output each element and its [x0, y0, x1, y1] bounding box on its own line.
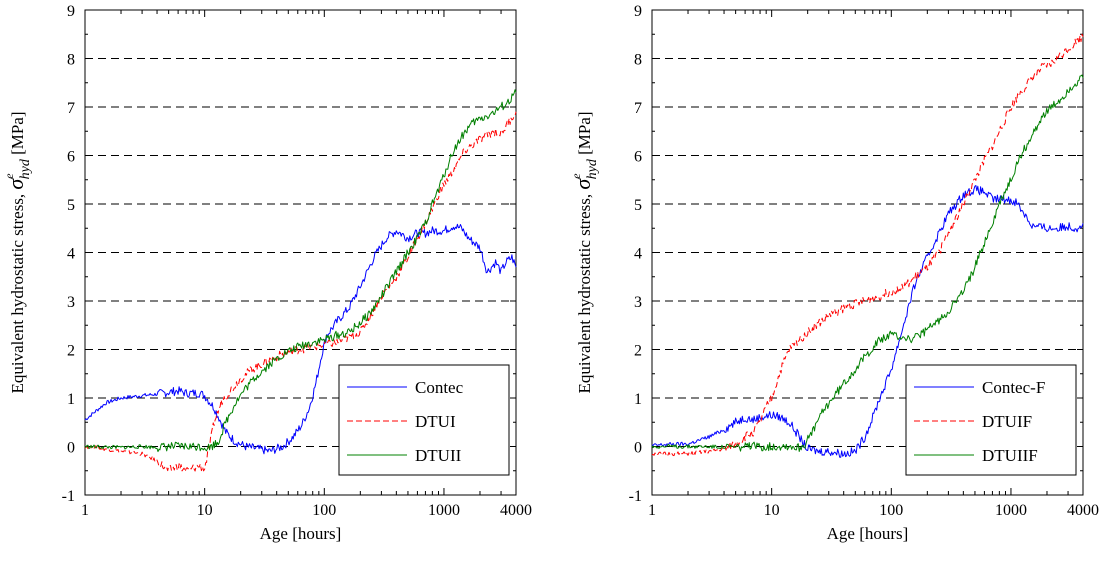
x-tick-label: 100: [312, 502, 336, 519]
chart-panel-1: -1 0 1 2 3 4 5 6 7 8 9 1 10 100 1000 4000 Age [hours] Equ…: [2, 3, 532, 543]
y-tick-label: 8: [634, 52, 642, 69]
y-axis-title: Equivalent hydrostatic stress, σe hyd [MP…: [2, 111, 33, 393]
y-axis-title-symbol: σ: [3, 178, 28, 190]
series-line-dtuii: [84, 89, 517, 453]
legend: Contec DTUI DTUII: [338, 364, 510, 476]
y-tick-label: -1: [629, 488, 642, 505]
y-tick-label: 7: [67, 100, 75, 117]
x-tick-label: 4000: [1067, 502, 1099, 519]
chart-panel-2: -1 0 1 2 3 4 5 6 7 8 9 1 10 100 1000 4000 Age [hours] Equ…: [569, 3, 1099, 543]
y-axis-title-unit: [MPa]: [8, 111, 27, 159]
y-tick-label: 0: [634, 440, 642, 457]
y-tick-label: 3: [634, 294, 642, 311]
series-line-contec-f: [651, 185, 1084, 458]
x-tick-label: 1: [648, 502, 656, 519]
y-tick-label: 6: [67, 149, 75, 166]
y-tick-label: 1: [634, 391, 642, 408]
x-axis-title: Age [hours]: [827, 524, 909, 543]
y-axis-title-sub: hyd: [18, 158, 33, 179]
legend-label: DTUIF: [982, 412, 1032, 431]
x-tick-label: 1000: [428, 502, 460, 519]
y-axis-title-symbol: σ: [570, 178, 595, 190]
series-line-dtuif: [651, 33, 1084, 457]
legend-label: DTUII: [415, 446, 462, 465]
x-tick-label: 10: [197, 502, 213, 519]
legend-label: DTUIIF: [982, 446, 1038, 465]
y-tick-label: 4: [67, 246, 75, 263]
y-axis-title-main: Equivalent hydrostatic stress,: [575, 190, 594, 394]
y-axis-title-sup: e: [2, 173, 16, 179]
y-axis-title-sup: e: [569, 173, 583, 179]
y-tick-label: 1: [67, 391, 75, 408]
series-line-dtui: [84, 111, 517, 473]
x-axis-title: Age [hours]: [260, 524, 342, 543]
series-line-contec: [84, 223, 517, 455]
y-tick-label: 4: [634, 246, 642, 263]
y-tick-label: 8: [67, 52, 75, 69]
y-tick-label: 5: [634, 197, 642, 214]
y-tick-label: 2: [634, 343, 642, 360]
x-tick-label: 100: [879, 502, 903, 519]
legend-box: [338, 364, 510, 476]
x-tick-label: 4000: [500, 502, 532, 519]
y-tick-label: 7: [634, 100, 642, 117]
legend-label: Contec-F: [982, 378, 1045, 397]
y-axis-title-sub: hyd: [585, 158, 600, 179]
y-tick-label: -1: [62, 488, 75, 505]
y-tick-label: 9: [634, 3, 642, 20]
x-tick-label: 1000: [995, 502, 1027, 519]
y-axis-title: Equivalent hydrostatic stress, σe hyd [MP…: [569, 111, 600, 393]
y-axis-title-main: Equivalent hydrostatic stress,: [8, 190, 27, 394]
y-tick-label: 9: [67, 3, 75, 20]
y-tick-label: 0: [67, 440, 75, 457]
y-tick-label: 6: [634, 149, 642, 166]
series-line-dtuiif: [651, 74, 1084, 452]
y-axis-title-unit: [MPa]: [575, 111, 594, 159]
legend: Contec-F DTUIF DTUIIF: [905, 364, 1077, 476]
x-tick-label: 10: [764, 502, 780, 519]
y-tick-label: 2: [67, 343, 75, 360]
x-tick-label: 1: [81, 502, 89, 519]
y-tick-label: 3: [67, 294, 75, 311]
legend-label: Contec: [415, 378, 464, 397]
legend-box: [905, 364, 1077, 476]
y-tick-label: 5: [67, 197, 75, 214]
legend-label: DTUI: [415, 412, 456, 431]
